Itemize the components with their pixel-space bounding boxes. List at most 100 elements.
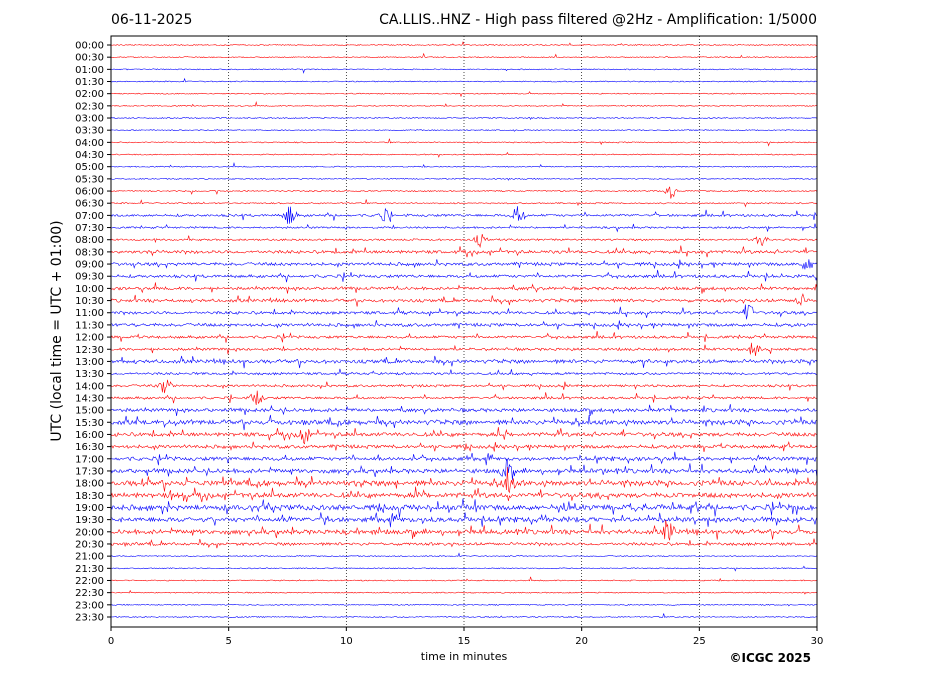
y-tick-label-20:00: 20:00 bbox=[75, 527, 104, 538]
chart-title: CA.LLIS..HNZ - High pass filtered @2Hz -… bbox=[379, 12, 817, 28]
vertical-gridlines bbox=[228, 36, 700, 627]
trace-22:00 bbox=[110, 576, 818, 582]
trace-18:30 bbox=[110, 486, 818, 503]
y-tick-label-21:00: 21:00 bbox=[75, 552, 104, 563]
y-tick-label-01:30: 01:30 bbox=[75, 77, 104, 88]
y-tick-label-03:00: 03:00 bbox=[75, 114, 104, 125]
x-axis-label: time in minutes bbox=[420, 650, 508, 663]
trace-05:30 bbox=[110, 177, 817, 181]
y-tick-label-02:00: 02:00 bbox=[75, 89, 104, 100]
trace-19:30 bbox=[111, 512, 818, 528]
y-tick-label-23:30: 23:30 bbox=[75, 612, 104, 623]
x-tick-labels: 0 5 10 15 20 25 30 bbox=[108, 627, 823, 647]
y-tick-label-10:30: 10:30 bbox=[75, 296, 104, 307]
y-tick-label-05:00: 05:00 bbox=[75, 162, 104, 173]
trace-20:00 bbox=[110, 520, 818, 541]
trace-04:30 bbox=[110, 151, 818, 158]
trace-08:00 bbox=[110, 234, 818, 248]
y-tick-label-15:00: 15:00 bbox=[75, 406, 104, 417]
y-tick-label-12:30: 12:30 bbox=[75, 345, 104, 356]
trace-05:00 bbox=[110, 161, 818, 168]
trace-02:00 bbox=[110, 91, 817, 98]
y-tick-label-21:30: 21:30 bbox=[75, 564, 104, 575]
y-tick-label-17:00: 17:00 bbox=[75, 454, 104, 465]
y-tick-label-13:00: 13:00 bbox=[75, 357, 104, 368]
trace-00:00 bbox=[110, 41, 818, 46]
y-tick-label-23:00: 23:00 bbox=[75, 600, 104, 611]
x-tick-label-5: 5 bbox=[225, 636, 231, 647]
y-tick-label-14:00: 14:00 bbox=[75, 381, 104, 392]
trace-07:00 bbox=[110, 206, 818, 224]
trace-11:30 bbox=[111, 320, 818, 331]
trace-19:00 bbox=[110, 498, 818, 518]
trace-23:00 bbox=[110, 603, 818, 607]
y-tick-label-13:30: 13:30 bbox=[75, 369, 104, 380]
trace-09:00 bbox=[110, 259, 818, 270]
trace-09:30 bbox=[111, 269, 818, 283]
y-tick-label-00:30: 00:30 bbox=[75, 53, 104, 64]
trace-16:30 bbox=[110, 440, 818, 452]
trace-12:30 bbox=[110, 342, 818, 357]
y-tick-label-16:00: 16:00 bbox=[75, 430, 104, 441]
y-tick-label-11:30: 11:30 bbox=[75, 320, 104, 331]
y-tick-label-06:30: 06:30 bbox=[75, 199, 104, 210]
trace-17:30 bbox=[110, 458, 818, 481]
y-tick-label-19:30: 19:30 bbox=[75, 515, 104, 526]
y-tick-label-09:30: 09:30 bbox=[75, 272, 104, 283]
y-tick-label-11:00: 11:00 bbox=[75, 308, 104, 319]
y-axis-label: UTC (local time = UTC + 01:00) bbox=[49, 220, 65, 442]
y-tick-label-14:30: 14:30 bbox=[75, 393, 104, 404]
trace-01:30 bbox=[110, 77, 818, 83]
trace-14:00 bbox=[110, 379, 818, 394]
plot-frame bbox=[110, 35, 818, 628]
trace-11:00 bbox=[110, 304, 818, 320]
trace-10:00 bbox=[110, 282, 818, 294]
trace-08:30 bbox=[110, 245, 818, 258]
y-tick-label-08:00: 08:00 bbox=[75, 235, 104, 246]
trace-04:00 bbox=[110, 138, 818, 147]
trace-13:30 bbox=[110, 368, 818, 377]
y-tick-label-06:00: 06:00 bbox=[75, 187, 104, 198]
y-tick-label-05:30: 05:30 bbox=[75, 174, 104, 185]
y-tick-label-15:30: 15:30 bbox=[75, 418, 104, 429]
y-tick-label-12:00: 12:00 bbox=[75, 333, 104, 344]
y-tick-label-19:00: 19:00 bbox=[75, 503, 104, 514]
trace-00:30 bbox=[110, 52, 818, 59]
y-tick-label-10:00: 10:00 bbox=[75, 284, 104, 295]
trace-20:30 bbox=[110, 538, 818, 549]
trace-17:00 bbox=[110, 451, 818, 466]
y-tick-label-22:30: 22:30 bbox=[75, 588, 104, 599]
y-tick-label-09:00: 09:00 bbox=[75, 260, 104, 271]
x-tick-label-10: 10 bbox=[340, 636, 353, 647]
trace-23:30 bbox=[111, 613, 818, 618]
y-tick-label-16:30: 16:30 bbox=[75, 442, 104, 453]
y-tick-label-04:00: 04:00 bbox=[75, 138, 104, 149]
trace-06:00 bbox=[110, 186, 818, 199]
seismic-traces bbox=[110, 41, 818, 618]
trace-14:30 bbox=[110, 390, 818, 406]
y-tick-label-07:30: 07:30 bbox=[75, 223, 104, 234]
trace-21:00 bbox=[110, 552, 818, 558]
y-tick-label-04:30: 04:30 bbox=[75, 150, 104, 161]
y-tick-label-02:30: 02:30 bbox=[75, 101, 104, 112]
y-tick-label-03:30: 03:30 bbox=[75, 126, 104, 137]
trace-13:00 bbox=[110, 355, 818, 369]
y-tick-label-20:30: 20:30 bbox=[75, 539, 104, 550]
trace-18:00 bbox=[110, 466, 818, 494]
x-tick-label-0: 0 bbox=[108, 636, 114, 647]
y-tick-label-08:30: 08:30 bbox=[75, 247, 104, 258]
chart-date: 06-11-2025 bbox=[111, 12, 193, 28]
copyright-notice: ©ICGC 2025 bbox=[729, 651, 811, 665]
trace-02:30 bbox=[110, 101, 818, 107]
trace-06:30 bbox=[110, 199, 818, 208]
trace-03:00 bbox=[110, 117, 818, 121]
trace-07:30 bbox=[110, 223, 818, 233]
trace-15:30 bbox=[110, 414, 818, 431]
trace-16:00 bbox=[110, 427, 818, 445]
y-tick-label-01:00: 01:00 bbox=[75, 65, 104, 76]
trace-22:30 bbox=[110, 589, 818, 595]
trace-12:00 bbox=[110, 331, 818, 343]
y-tick-label-17:30: 17:30 bbox=[75, 466, 104, 477]
trace-01:00 bbox=[110, 68, 818, 74]
